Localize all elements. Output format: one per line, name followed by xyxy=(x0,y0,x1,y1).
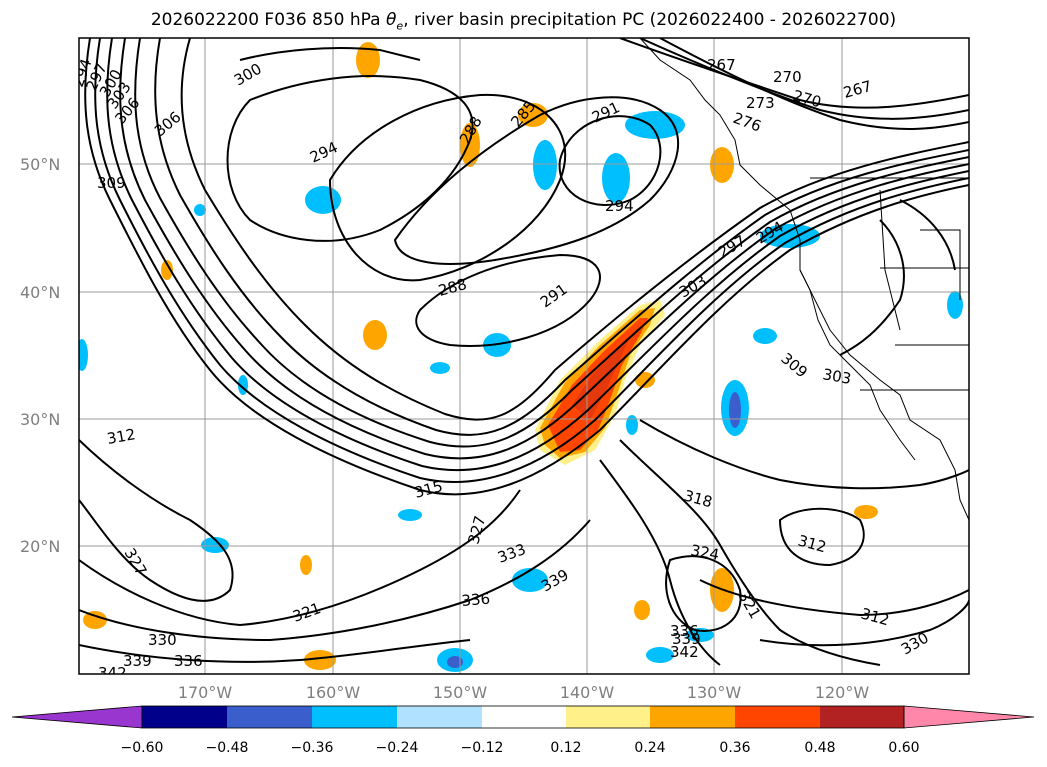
colorbar-frame xyxy=(141,705,905,729)
graticule xyxy=(79,38,969,674)
contour-label: 303 xyxy=(821,365,852,388)
colorbar-tick-label: 0.48 xyxy=(804,740,835,756)
colorbar-segment xyxy=(142,706,227,728)
colorbar-segment xyxy=(820,706,904,728)
theta-e-contours xyxy=(79,38,969,666)
contour-label: 336 xyxy=(174,652,203,670)
contour-label: 339 xyxy=(672,630,701,648)
colorbar-segment xyxy=(312,706,397,728)
colorbar-tick-label: −0.48 xyxy=(206,740,249,756)
lon-label-160w: 160°W xyxy=(306,683,361,702)
colorbar-segment xyxy=(566,706,650,728)
colorbar-segment xyxy=(227,706,312,728)
colorbar-tick-label: 0.24 xyxy=(634,740,665,756)
contour-label: 294 xyxy=(605,197,634,215)
colorbar-tick-label: 0.36 xyxy=(719,740,750,756)
colorbar-tick-label: 0.12 xyxy=(550,740,581,756)
lat-label-40n: 40°N xyxy=(20,283,60,302)
contour-label: 336 xyxy=(461,590,491,610)
longitude-labels: 170°W 160°W 150°W 140°W 130°W 120°W xyxy=(178,683,870,702)
map-border xyxy=(78,37,970,675)
contour-label: 336 xyxy=(670,622,699,640)
contour-label: 339 xyxy=(123,652,152,670)
colorbar-tick-label: −0.24 xyxy=(376,740,419,756)
colorbar-ticks: −0.60 −0.48 −0.36 −0.24 −0.12 0.12 0.24 … xyxy=(121,740,920,756)
contour-label: 342 xyxy=(670,643,699,661)
lon-label-130w: 130°W xyxy=(687,683,742,702)
colorbar-segment xyxy=(397,706,482,728)
colorbar xyxy=(11,705,1035,729)
lon-label-150w: 150°W xyxy=(433,683,488,702)
contour-label: 324 xyxy=(689,541,720,564)
lon-label-140w: 140°W xyxy=(560,683,615,702)
lat-label-30n: 30°N xyxy=(20,410,60,429)
contour-label: 312 xyxy=(106,425,137,448)
contour-label: 330 xyxy=(148,631,177,649)
colorbar-tick-label: 0.60 xyxy=(888,740,919,756)
contour-label: 270 xyxy=(773,68,802,86)
colorbar-tick-label: −0.36 xyxy=(291,740,334,756)
map-title: 2026022200 F036 850 hPa θe, river basin … xyxy=(150,10,897,33)
colorbar-extend-high xyxy=(903,705,1035,729)
contour-label: 342 xyxy=(98,664,127,682)
colorbar-segment xyxy=(735,706,820,728)
lat-label-20n: 20°N xyxy=(20,537,60,556)
colorbar-segment xyxy=(650,706,735,728)
colorbar-segment xyxy=(482,706,566,728)
lat-label-50n: 50°N xyxy=(20,155,60,174)
contour-label: 309 xyxy=(97,174,126,192)
latitude-labels: 50°N 40°N 30°N 20°N xyxy=(20,155,60,556)
map-panel xyxy=(79,38,969,674)
lon-label-170w: 170°W xyxy=(178,683,233,702)
contour-label: 267 xyxy=(707,56,736,74)
colorbar-tick-label: −0.60 xyxy=(121,740,164,756)
colorbar-tick-label: −0.12 xyxy=(461,740,504,756)
contour-label: 273 xyxy=(746,94,775,112)
colorbar-extend-low xyxy=(11,705,143,729)
lon-label-120w: 120°W xyxy=(815,683,870,702)
